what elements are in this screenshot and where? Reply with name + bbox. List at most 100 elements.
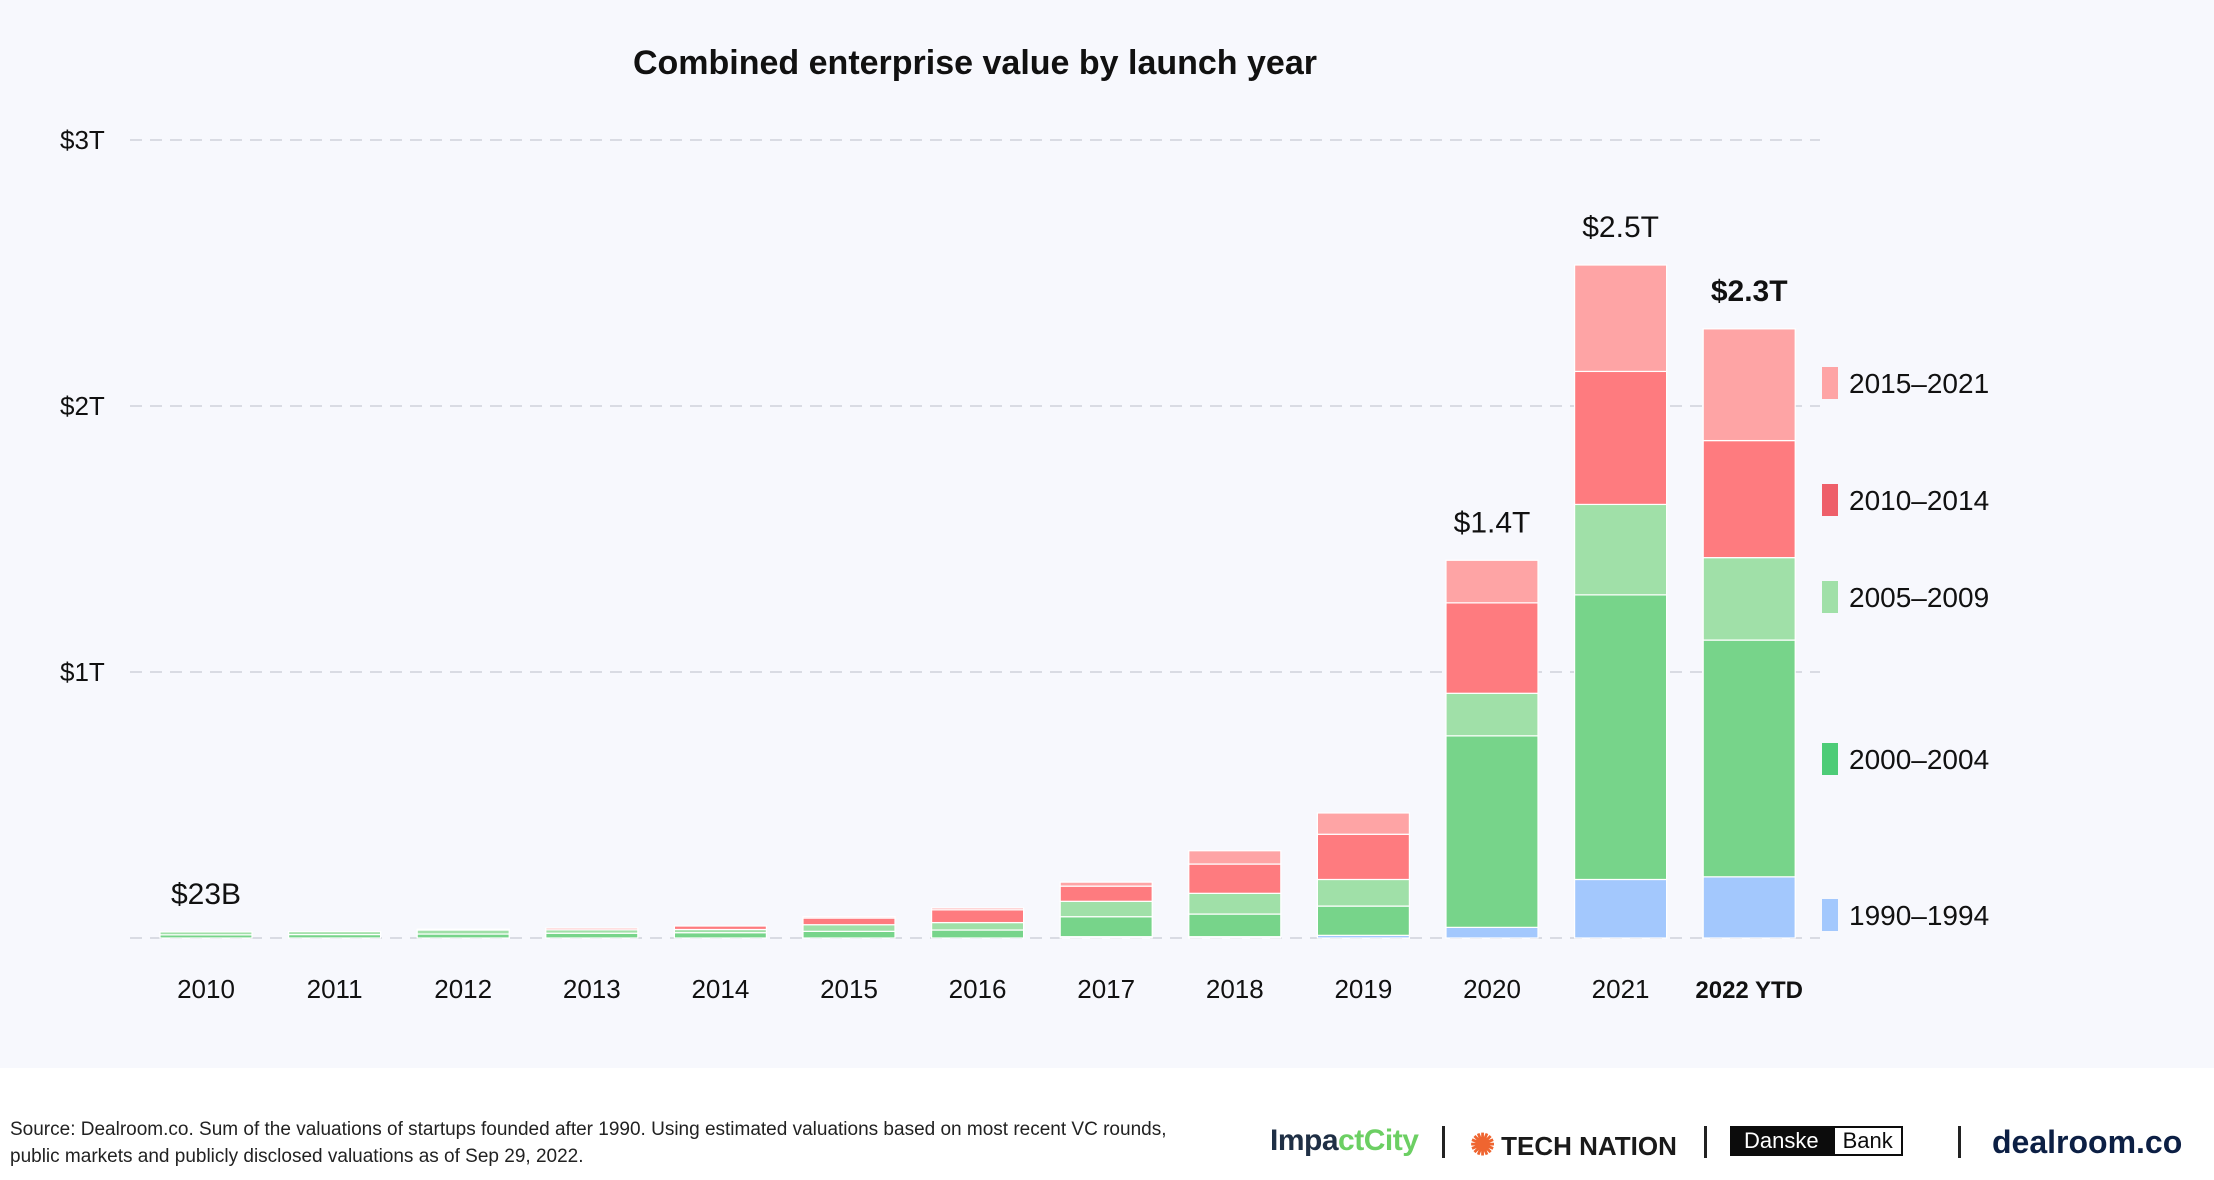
y-tick-label: $1T — [60, 657, 105, 687]
bar-stack — [545, 927, 639, 939]
y-tick-label: $3T — [60, 125, 105, 155]
x-tick-label: 2021 — [1592, 974, 1650, 1004]
x-tick-label: 2016 — [949, 974, 1007, 1004]
y-axis-tick-labels: $1T $2T $3T — [60, 125, 105, 687]
bar-stack — [1316, 812, 1411, 939]
bar-stack — [802, 916, 896, 939]
bank-logo-text: Bank — [1832, 1126, 1903, 1156]
bar-stack — [1573, 264, 1668, 939]
danske-bank-logo: Danske Bank — [1730, 1126, 1903, 1156]
logo-separator — [1958, 1126, 1961, 1158]
legend-label: 2005–2009 — [1849, 582, 1989, 613]
legend-label: 1990–1994 — [1849, 900, 1989, 931]
legend-label: 2000–2004 — [1849, 744, 1989, 775]
bar-segment — [802, 916, 896, 919]
bar-segment — [288, 931, 382, 936]
bar-stack — [159, 931, 253, 939]
bar-stack — [673, 925, 768, 939]
impactcity-logo-text-c: City — [1363, 1124, 1419, 1157]
legend-swatch — [1822, 484, 1838, 516]
bar-segment — [1445, 692, 1539, 737]
bar-segment — [1059, 916, 1153, 938]
bar-segment — [1573, 264, 1668, 373]
logo-separator — [1704, 1126, 1707, 1158]
bar-segment — [1702, 557, 1796, 641]
bar-segment — [1316, 878, 1411, 907]
danske-logo-text: Danske — [1730, 1126, 1833, 1156]
bar-segment — [1702, 439, 1796, 559]
bar-segment — [1573, 878, 1668, 939]
source-note: Source: Dealroom.co. Sum of the valuatio… — [10, 1119, 1167, 1167]
legend-swatch — [1822, 581, 1838, 613]
bar-stack — [1702, 328, 1796, 939]
bar-segment — [802, 917, 896, 926]
legend-label: 2010–2014 — [1849, 485, 1989, 516]
x-tick-label: 2017 — [1077, 974, 1135, 1004]
x-tick-label: 2015 — [820, 974, 878, 1004]
bar-segment — [930, 909, 1025, 924]
impactcity-logo-text-b: ct — [1338, 1124, 1364, 1157]
bar-stack — [288, 931, 382, 939]
bar-segment — [1573, 594, 1668, 881]
bar-stack — [1445, 559, 1539, 939]
bar-segment — [673, 925, 768, 931]
technation-sun-icon: ✺ — [1470, 1129, 1496, 1162]
bar-segment — [1059, 881, 1153, 887]
x-tick-label: 2011 — [307, 974, 363, 1004]
bar-segment — [416, 928, 510, 931]
x-tick-label: 2013 — [563, 974, 621, 1004]
bar-segment — [1702, 328, 1796, 442]
bar-stack — [1059, 881, 1153, 939]
data-labels: $23B $1.4T $2.5T $2.3T — [171, 211, 1788, 911]
bar-segment — [1445, 602, 1539, 694]
bar-segment — [1445, 926, 1539, 939]
dealroom-logo: dealroom.co — [1992, 1124, 2183, 1160]
bar-stack — [930, 907, 1025, 939]
bar-segment — [1188, 850, 1282, 865]
chart-title: Combined enterprise value by launch year — [633, 44, 1317, 82]
y-tick-label: $2T — [60, 391, 105, 421]
bar-segment — [930, 929, 1025, 939]
bar-segment — [673, 932, 768, 939]
bar-stack — [1188, 850, 1282, 939]
bar-segment — [802, 924, 896, 932]
bar-segment — [802, 930, 896, 939]
bar-segment — [930, 921, 1025, 931]
bar-stack — [416, 928, 510, 939]
x-tick-label: 2020 — [1463, 974, 1521, 1004]
bar-segment — [1316, 812, 1411, 835]
technation-logo: ✺ TECH NATION — [1470, 1128, 1677, 1163]
bar-segment — [545, 927, 639, 931]
x-tick-label: 2018 — [1206, 974, 1264, 1004]
x-tick-label: 2022 YTD — [1695, 977, 1803, 1004]
bar-segment — [545, 932, 639, 939]
bar-segment — [930, 907, 1025, 911]
technation-logo-text: TECH NATION — [1501, 1131, 1677, 1161]
x-tick-label: 2010 — [177, 974, 235, 1004]
bar-segment — [1316, 833, 1411, 881]
impactcity-logo-text-a: Impa — [1270, 1124, 1339, 1157]
bars — [159, 264, 1796, 939]
total-label: $2.5T — [1582, 211, 1659, 244]
bar-segment — [1188, 863, 1282, 894]
logo-separator — [1442, 1126, 1445, 1158]
x-tick-label: 2014 — [691, 974, 749, 1004]
legend-swatch — [1822, 367, 1838, 399]
total-label: $23B — [171, 878, 241, 911]
impactcity-logo: ImpactCity — [1270, 1124, 1419, 1158]
bar-segment — [1059, 885, 1153, 902]
total-label: $2.3T — [1711, 275, 1788, 308]
legend-swatch — [1822, 743, 1838, 775]
bar-segment — [1573, 370, 1668, 506]
bar-segment — [1445, 735, 1539, 928]
bar-segment — [159, 931, 253, 936]
bar-segment — [1316, 905, 1411, 936]
chart: Combined enterprise value by launch year… — [60, 44, 1990, 1004]
x-tick-label: 2019 — [1334, 974, 1392, 1004]
x-axis-tick-labels: 2010 2011 2012 2013 2014 2015 2016 2017 2018 2019… — [177, 974, 1803, 1004]
legend-label: 2015–2021 — [1849, 368, 1989, 399]
total-label: $1.4T — [1454, 506, 1531, 539]
bar-segment — [1188, 913, 1282, 938]
bar-segment — [1059, 900, 1153, 918]
bar-segment — [1702, 639, 1796, 878]
